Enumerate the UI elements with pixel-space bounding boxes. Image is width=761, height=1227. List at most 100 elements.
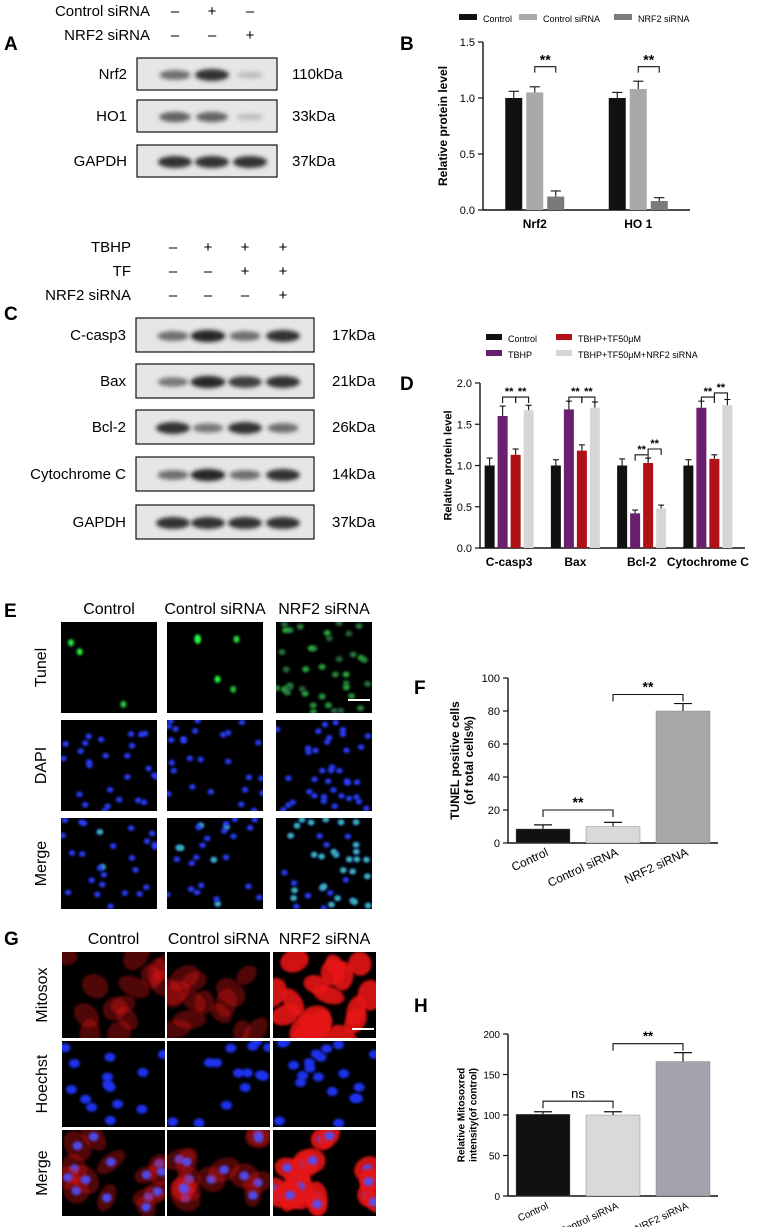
significance-label: ** bbox=[643, 679, 654, 695]
tunel-positive-nucleus bbox=[285, 683, 293, 690]
nucleus bbox=[134, 797, 142, 804]
bar bbox=[526, 92, 544, 210]
nucleus bbox=[323, 841, 330, 848]
nucleus bbox=[250, 807, 258, 811]
bar bbox=[505, 98, 523, 210]
minus-sign: – bbox=[169, 287, 178, 304]
nucleus bbox=[344, 833, 352, 840]
nucleus bbox=[141, 730, 149, 737]
bar-chart-h: 0 50 100 150 200 Relative Mitosoxred intensity… bbox=[456, 1029, 718, 1227]
nucleus bbox=[304, 745, 312, 751]
nucleus bbox=[220, 731, 227, 738]
nucleus bbox=[170, 767, 177, 774]
image-grid-g: Control Control siRNA NRF2 siRNA Mitosox Hoe… bbox=[34, 931, 376, 1216]
nucleus bbox=[143, 884, 150, 890]
protein-label: HO1 bbox=[96, 108, 127, 125]
nucleus bbox=[230, 833, 237, 840]
stained-cell bbox=[346, 995, 366, 1026]
stained-cell bbox=[118, 975, 150, 999]
stained-cell bbox=[332, 961, 354, 991]
blot-band bbox=[232, 156, 268, 168]
nucleus bbox=[191, 728, 199, 734]
nucleus bbox=[180, 738, 187, 744]
bar bbox=[563, 409, 574, 548]
tunel-positive-nucleus bbox=[309, 702, 317, 709]
merged-nucleus bbox=[340, 867, 347, 873]
nucleus bbox=[197, 756, 204, 763]
minus-sign: – bbox=[204, 263, 213, 280]
micrograph-cells bbox=[167, 964, 268, 1038]
significance-label: ** bbox=[540, 52, 551, 68]
nucleus bbox=[312, 1199, 323, 1209]
nucleus bbox=[167, 723, 172, 729]
stained-cell bbox=[273, 977, 287, 1008]
significance-bracket bbox=[581, 396, 596, 404]
nucleus bbox=[331, 803, 338, 809]
blot-band bbox=[196, 111, 228, 123]
significance-bracket bbox=[634, 454, 649, 461]
x-tick-label: Control siRNA bbox=[558, 1201, 620, 1227]
merged-nucleus bbox=[363, 857, 370, 863]
merged-nucleus bbox=[322, 818, 329, 823]
row-label: Mitosox bbox=[34, 967, 51, 1022]
nucleus bbox=[82, 740, 89, 746]
nucleus bbox=[257, 1071, 269, 1081]
x-tick-label: Nrf2 bbox=[523, 217, 547, 231]
nucleus bbox=[259, 790, 263, 796]
panel-letter-c: C bbox=[4, 304, 18, 325]
tunel-positive-nucleus bbox=[330, 707, 338, 713]
nucleus bbox=[68, 850, 76, 856]
panel-letter-g: G bbox=[4, 929, 19, 950]
plus-sign: + bbox=[279, 239, 288, 256]
nucleus bbox=[96, 865, 104, 871]
tunel-positive-nucleus bbox=[342, 671, 350, 678]
nucleus bbox=[121, 890, 129, 896]
significance-bracket bbox=[612, 1043, 684, 1051]
nucleus bbox=[289, 799, 296, 806]
micrograph-cells bbox=[167, 818, 263, 907]
nucleus bbox=[338, 1069, 350, 1079]
tunel-positive-nucleus bbox=[230, 685, 237, 693]
nucleus bbox=[167, 737, 175, 743]
y-tick-label: 1.5 bbox=[457, 419, 472, 431]
y-tick-label: 100 bbox=[483, 1111, 500, 1122]
bar-chart-f: 0 20 40 60 80 100 TUNEL positive cells (of tota… bbox=[448, 673, 718, 890]
bar bbox=[585, 1114, 641, 1197]
nucleus bbox=[178, 1183, 189, 1193]
nucleus bbox=[239, 1171, 250, 1181]
nucleus bbox=[245, 883, 252, 890]
nucleus bbox=[344, 779, 351, 786]
nucleus bbox=[281, 869, 288, 876]
nucleus bbox=[276, 726, 281, 733]
nucleus bbox=[297, 1071, 309, 1081]
nucleus bbox=[102, 1079, 114, 1089]
nucleus bbox=[145, 765, 152, 772]
stained-cell bbox=[147, 957, 165, 986]
nucleus bbox=[220, 828, 228, 834]
tunel-positive-nucleus bbox=[349, 651, 357, 658]
bar bbox=[589, 407, 600, 548]
micrograph-cells bbox=[276, 720, 371, 811]
condition-label: TBHP bbox=[91, 239, 131, 256]
blot-band bbox=[190, 468, 226, 482]
significance-bracket bbox=[542, 1100, 614, 1109]
nucleus bbox=[157, 1049, 165, 1059]
kda-label: 33kDa bbox=[292, 108, 336, 125]
kda-label: 37kDa bbox=[292, 153, 336, 170]
merged-nucleus bbox=[210, 857, 217, 863]
nucleus bbox=[102, 752, 109, 759]
micrograph-cells bbox=[273, 952, 376, 1038]
tunel-positive-nucleus bbox=[194, 636, 201, 644]
bar bbox=[523, 410, 534, 548]
merged-nucleus bbox=[96, 829, 103, 835]
kda-label: 21kDa bbox=[332, 373, 376, 390]
column-header: NRF2 siRNA bbox=[279, 931, 371, 948]
tunel-positive-nucleus bbox=[302, 666, 310, 673]
nucleus bbox=[288, 1060, 300, 1070]
nucleus bbox=[327, 767, 335, 774]
y-tick-label: 100 bbox=[482, 673, 500, 685]
nucleus bbox=[72, 1141, 83, 1151]
nucleus bbox=[222, 854, 230, 861]
nucleus bbox=[198, 882, 205, 889]
nucleus bbox=[187, 886, 195, 892]
